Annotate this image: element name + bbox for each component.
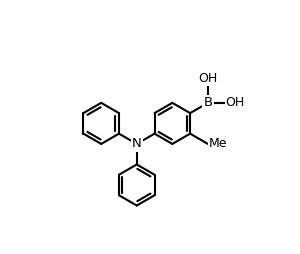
Text: N: N	[132, 137, 142, 150]
Text: OH: OH	[226, 96, 245, 109]
Text: B: B	[203, 96, 212, 109]
Text: Me: Me	[209, 137, 227, 150]
Text: OH: OH	[198, 72, 218, 85]
